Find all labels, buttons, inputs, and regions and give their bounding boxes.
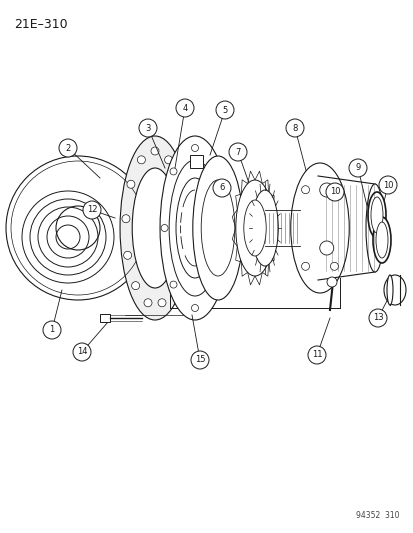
Circle shape [164,156,172,164]
Ellipse shape [160,136,229,320]
Circle shape [216,101,233,119]
Ellipse shape [383,275,405,305]
Ellipse shape [370,197,382,233]
Circle shape [180,215,188,223]
Ellipse shape [243,200,266,256]
Text: 11: 11 [311,351,321,359]
Circle shape [378,176,396,194]
Circle shape [73,343,91,361]
Circle shape [319,241,333,255]
Circle shape [221,224,228,231]
Text: 8: 8 [292,124,297,133]
Ellipse shape [290,163,349,293]
Ellipse shape [201,180,234,276]
Ellipse shape [235,180,273,276]
Text: 14: 14 [76,348,87,357]
Text: 10: 10 [329,188,339,197]
Text: 6: 6 [219,183,224,192]
Circle shape [158,299,166,307]
Circle shape [190,351,209,369]
Text: 7: 7 [235,148,240,157]
Ellipse shape [169,160,220,296]
Circle shape [151,147,159,155]
Circle shape [191,144,198,151]
Circle shape [6,156,150,300]
Circle shape [212,281,219,288]
Circle shape [326,277,336,287]
Circle shape [301,262,309,270]
Circle shape [170,281,178,289]
Circle shape [330,262,338,270]
Circle shape [123,251,131,260]
Circle shape [139,119,157,137]
Circle shape [330,185,338,193]
Circle shape [191,304,198,311]
Text: 21E–310: 21E–310 [14,18,67,31]
Ellipse shape [120,136,190,320]
Bar [190,155,203,168]
Circle shape [170,281,177,288]
Text: 15: 15 [194,356,205,365]
Text: 2: 2 [65,143,71,152]
Circle shape [56,206,100,250]
Text: 1: 1 [49,326,55,335]
Ellipse shape [375,222,387,258]
Ellipse shape [367,192,385,238]
Text: 94352  310: 94352 310 [356,511,399,520]
Circle shape [178,251,186,260]
Ellipse shape [386,275,392,305]
Circle shape [83,201,101,219]
Bar [100,314,110,322]
Text: 12: 12 [87,206,97,214]
Text: 3: 3 [145,124,150,133]
Ellipse shape [192,156,242,300]
Circle shape [170,168,177,175]
Circle shape [228,143,247,161]
Ellipse shape [365,184,383,272]
Circle shape [137,156,145,164]
Ellipse shape [251,190,278,266]
Circle shape [368,309,386,327]
Text: 5: 5 [222,106,227,115]
Text: 4: 4 [182,103,187,112]
Circle shape [131,281,139,289]
Circle shape [348,159,366,177]
Circle shape [319,183,333,197]
Circle shape [43,321,61,339]
Ellipse shape [132,168,177,288]
Circle shape [307,346,325,364]
Text: 9: 9 [354,164,360,173]
Circle shape [285,119,303,137]
Circle shape [127,180,135,188]
Text: 13: 13 [372,313,382,322]
Circle shape [122,215,130,223]
Circle shape [161,224,168,231]
Circle shape [325,183,343,201]
Text: 10: 10 [382,181,392,190]
Circle shape [59,139,77,157]
Circle shape [175,180,183,188]
Circle shape [212,168,219,175]
Circle shape [212,179,230,197]
Circle shape [301,185,309,193]
Ellipse shape [176,178,214,278]
Ellipse shape [372,217,390,263]
Circle shape [144,299,152,307]
Circle shape [176,99,194,117]
